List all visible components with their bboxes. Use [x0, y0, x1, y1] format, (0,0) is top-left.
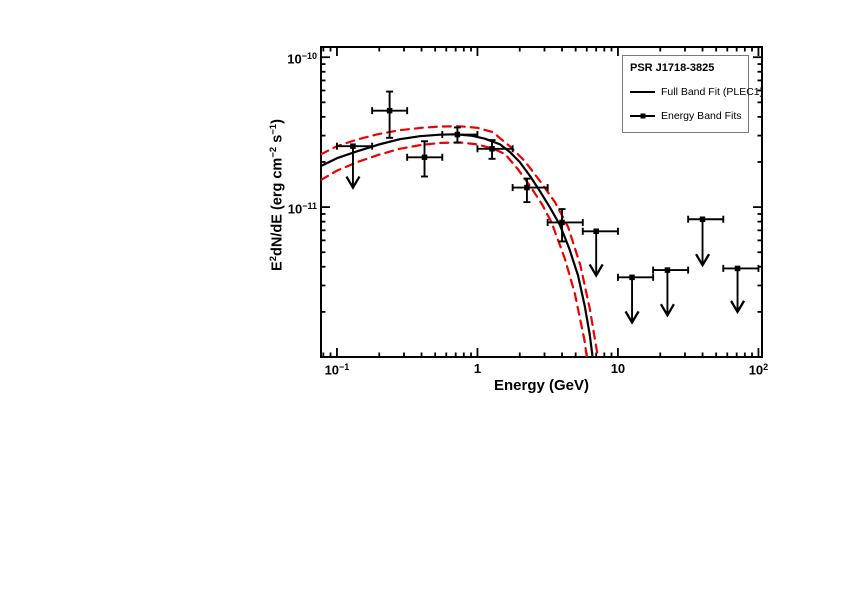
- down-arrow-icon: [695, 253, 711, 268]
- axis-ticks: [321, 47, 762, 357]
- energy-band-points: [335, 90, 760, 325]
- fit-curves: [321, 125, 599, 357]
- legend-entry-label: Energy Band Fits: [661, 110, 742, 122]
- uncertainty-band-curve: [321, 125, 599, 357]
- data-point: [406, 140, 444, 178]
- y-axis-title: E2dN/dE (erg cm−2 s−1): [267, 119, 286, 271]
- down-arrow-icon: [624, 310, 640, 325]
- data-point: [546, 208, 584, 243]
- data-point: [441, 126, 479, 144]
- marker-line-sample-icon: [630, 113, 655, 119]
- legend-entry-label: Full Band Fit (PLEC1): [661, 86, 764, 98]
- full-band-fit-curve: [321, 133, 594, 357]
- down-arrow-icon: [659, 303, 675, 318]
- x-tick-label: 1: [473, 361, 482, 376]
- down-arrow-icon: [588, 263, 604, 278]
- y-tick-label: 10−11: [287, 201, 317, 217]
- uncertainty-band-curve: [321, 141, 588, 357]
- upper-limit: [652, 266, 690, 318]
- upper-limit: [687, 215, 725, 268]
- x-tick-label: 102: [748, 361, 769, 378]
- upper-limit: [335, 142, 374, 190]
- legend: PSR J1718-3825 Full Band Fit (PLEC1) Ene…: [622, 55, 763, 133]
- data-point: [511, 177, 549, 204]
- data-point: [476, 139, 514, 160]
- down-arrow-icon: [345, 175, 361, 190]
- upper-limit: [722, 264, 760, 315]
- plot-frame: [320, 46, 763, 358]
- fit-line-sample-icon: [630, 91, 655, 93]
- x-tick-label: 10−1: [324, 361, 350, 378]
- legend-entry-energy-band-fits: Energy Band Fits: [630, 110, 748, 122]
- down-arrow-icon: [730, 300, 746, 315]
- legend-entry-full-band-fit: Full Band Fit (PLEC1): [630, 86, 763, 98]
- upper-limit: [616, 273, 655, 325]
- x-axis-title: Energy (GeV): [493, 377, 590, 394]
- y-tick-label: 10−10: [287, 51, 317, 67]
- legend-title: PSR J1718-3825: [630, 62, 715, 74]
- upper-limit: [581, 227, 619, 278]
- data-point: [371, 90, 409, 139]
- x-tick-label: 10: [610, 361, 626, 376]
- square-marker-icon: [640, 113, 645, 119]
